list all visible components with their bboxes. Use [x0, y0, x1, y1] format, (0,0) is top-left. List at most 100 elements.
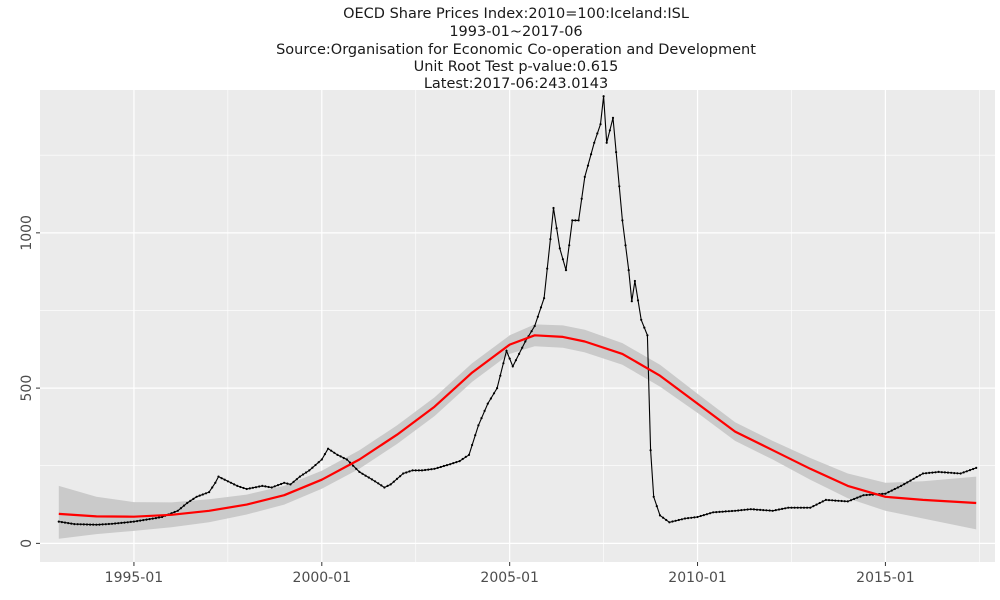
series-point: [571, 219, 574, 222]
series-point: [386, 484, 389, 487]
series-point: [298, 475, 301, 478]
series-point: [777, 508, 781, 511]
series-point: [449, 463, 452, 466]
series-point: [580, 197, 583, 200]
series-point: [671, 520, 674, 523]
series-point: [643, 326, 646, 329]
series-point: [680, 518, 684, 521]
series-point: [317, 461, 320, 464]
series-point: [737, 509, 740, 512]
series-point: [784, 507, 787, 510]
series-point: [934, 471, 937, 474]
series-point: [815, 503, 818, 506]
series-point: [151, 517, 154, 520]
x-tick-label: 2015-01: [856, 570, 915, 586]
series-point: [834, 499, 837, 502]
series-point: [377, 482, 380, 485]
series-point: [583, 175, 586, 178]
series-point: [120, 521, 123, 525]
series-point: [261, 484, 264, 487]
series-point: [709, 512, 712, 515]
series-point: [649, 449, 652, 452]
series-point: [333, 451, 336, 454]
series-point: [959, 472, 962, 475]
series-point: [98, 523, 101, 526]
series-point: [458, 460, 461, 463]
series-point: [599, 123, 602, 126]
series-point: [123, 521, 126, 524]
series-point: [95, 523, 98, 526]
series-point: [881, 492, 884, 495]
series-point: [373, 480, 377, 483]
series-point: [132, 520, 135, 523]
series-point: [574, 219, 577, 222]
series-point: [590, 153, 593, 156]
series-point: [67, 522, 70, 525]
series-point: [201, 493, 204, 496]
series-point: [568, 244, 571, 247]
y-tick-label: 0: [19, 539, 35, 548]
series-point: [361, 472, 364, 475]
series-point: [956, 472, 959, 475]
series-point: [781, 507, 784, 510]
series-point: [76, 523, 79, 526]
series-point: [806, 506, 809, 509]
series-point: [918, 474, 922, 477]
series-point: [226, 480, 229, 483]
series-point: [699, 514, 702, 518]
series-point: [846, 500, 849, 503]
series-point: [461, 457, 464, 461]
series-point: [790, 506, 793, 509]
series-point: [305, 471, 308, 474]
series-point: [759, 508, 762, 511]
series-point: [499, 374, 502, 377]
series-point: [533, 324, 536, 328]
confidence-band: [58, 324, 977, 539]
series-point: [552, 206, 555, 210]
series-point: [101, 523, 104, 526]
series-point: [392, 480, 395, 483]
y-tick-label: 500: [19, 375, 35, 402]
series-point: [154, 517, 157, 520]
series-point: [464, 455, 467, 458]
series-point: [411, 469, 414, 472]
series-point: [640, 318, 643, 321]
series-point: [524, 340, 527, 343]
series-point: [840, 499, 843, 503]
series-point: [420, 469, 424, 472]
series-point: [962, 471, 965, 474]
series-point: [730, 509, 734, 513]
series-point: [211, 486, 214, 489]
series-point: [536, 315, 540, 318]
series-point: [577, 219, 580, 222]
series-point: [157, 516, 161, 519]
series-point: [896, 486, 900, 489]
series-point: [355, 467, 358, 470]
series-point: [314, 463, 317, 467]
series-point: [417, 469, 420, 472]
series-point: [539, 306, 543, 309]
y-axis: 0 500 1000: [19, 215, 40, 548]
series-point: [380, 484, 383, 487]
series-point: [890, 489, 893, 492]
series-point: [342, 456, 345, 460]
series-point: [608, 129, 612, 132]
series-point: [724, 510, 727, 513]
series-point: [395, 477, 399, 480]
series-point: [505, 349, 508, 352]
series-point: [496, 387, 499, 390]
title-line-4: Unit Root Test p-value:0.615: [414, 59, 619, 75]
title-line-1: OECD Share Prices Index:2010=100:Iceland…: [343, 6, 689, 22]
series-point: [445, 464, 449, 467]
series-point: [467, 453, 471, 456]
series-point: [192, 497, 195, 500]
series-point: [546, 267, 549, 270]
series-point: [602, 95, 605, 98]
series-point: [586, 164, 590, 167]
series-point: [139, 519, 142, 522]
series-point: [868, 493, 871, 496]
series-point: [968, 469, 972, 472]
series-point: [712, 511, 715, 514]
series-point: [367, 476, 370, 479]
series-point: [85, 523, 89, 526]
